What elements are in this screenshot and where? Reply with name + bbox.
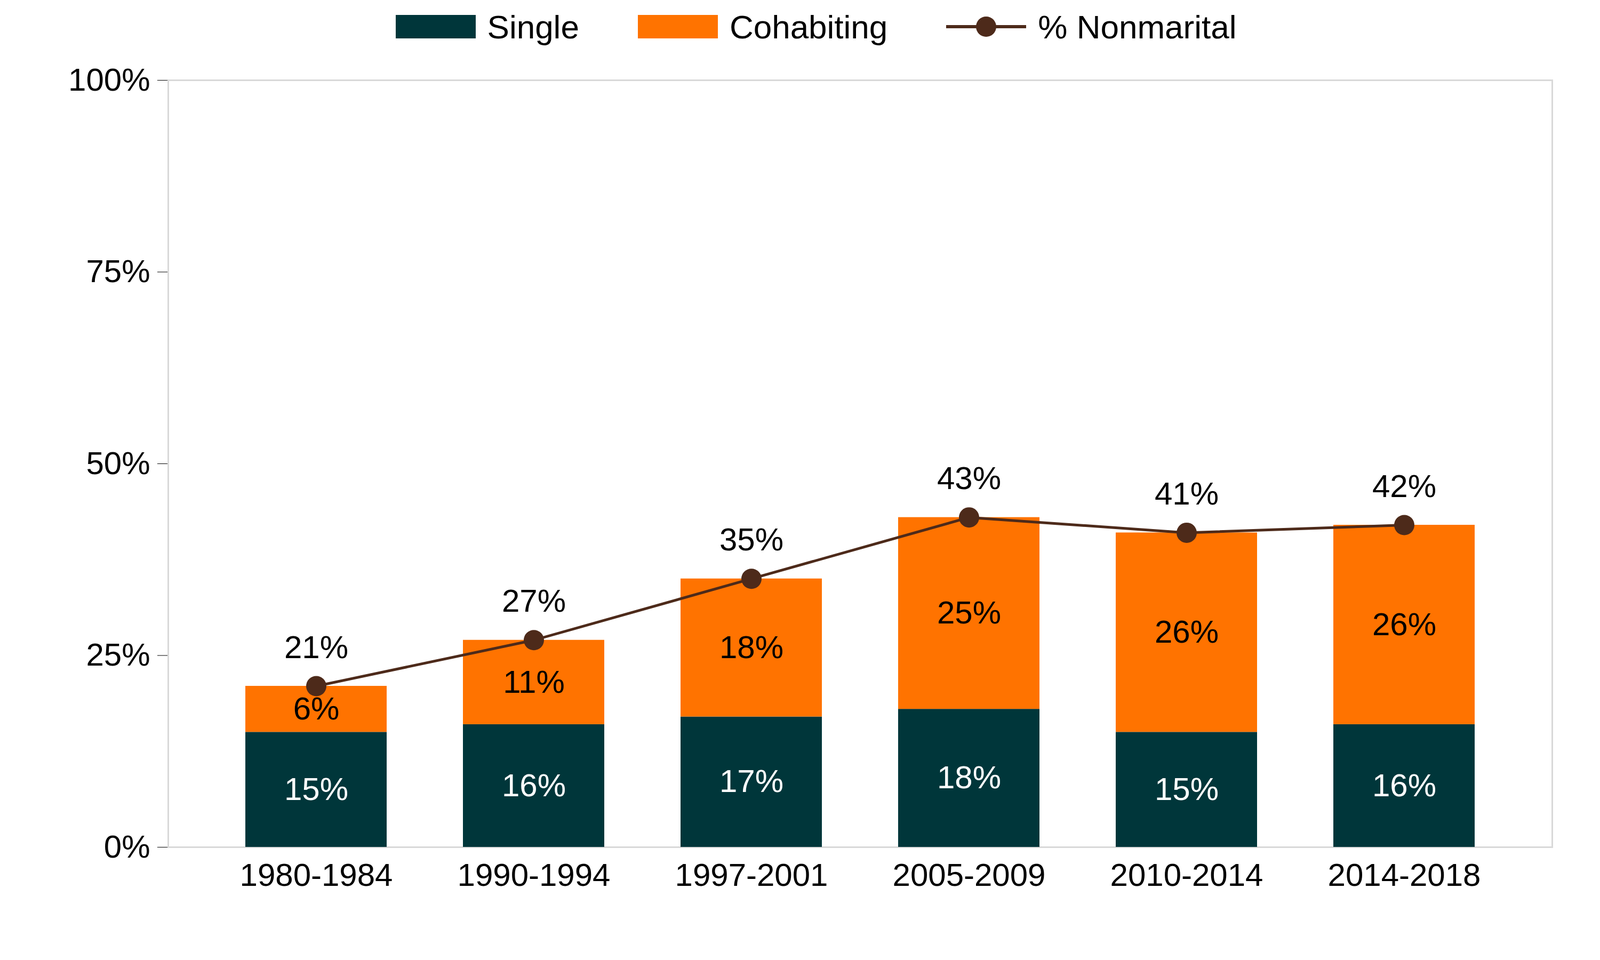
svg-text:27%: 27% bbox=[501, 582, 566, 619]
svg-text:16%: 16% bbox=[501, 767, 566, 804]
svg-text:75%: 75% bbox=[85, 253, 150, 290]
svg-text:2010-2014: 2010-2014 bbox=[1110, 857, 1264, 893]
svg-text:25%: 25% bbox=[937, 594, 1002, 631]
svg-text:1980-1984: 1980-1984 bbox=[240, 857, 394, 893]
svg-text:6%: 6% bbox=[293, 690, 340, 727]
svg-text:1990-1994: 1990-1994 bbox=[457, 857, 611, 893]
svg-text:1997-2001: 1997-2001 bbox=[675, 857, 829, 893]
svg-text:18%: 18% bbox=[719, 629, 784, 666]
html-text:Cohabiting: Cohabiting bbox=[729, 8, 888, 46]
svg-text:16%: 16% bbox=[1372, 767, 1437, 804]
svg-text:100%: 100% bbox=[68, 61, 150, 98]
svg-text:35%: 35% bbox=[719, 521, 784, 558]
svg-text:42%: 42% bbox=[1372, 468, 1437, 504]
svg-text:15%: 15% bbox=[284, 771, 349, 807]
svg-text:18%: 18% bbox=[937, 759, 1002, 796]
svg-text:11%: 11% bbox=[502, 664, 565, 700]
svg-text:2005-2009: 2005-2009 bbox=[892, 857, 1046, 893]
svg-text:50%: 50% bbox=[85, 445, 150, 482]
html-text:Single: Single bbox=[487, 8, 580, 46]
svg-text:15%: 15% bbox=[1154, 771, 1219, 807]
svg-text:25%: 25% bbox=[85, 636, 150, 673]
svg-text:2014-2018: 2014-2018 bbox=[1328, 857, 1482, 893]
svg-text:21%: 21% bbox=[284, 629, 349, 666]
svg-text:26%: 26% bbox=[1372, 606, 1437, 643]
html-text:% Nonmarital: % Nonmarital bbox=[1038, 8, 1237, 46]
svg-text:0%: 0% bbox=[104, 828, 151, 865]
svg-text:26%: 26% bbox=[1154, 613, 1219, 650]
svg-text:17%: 17% bbox=[719, 763, 784, 799]
svg-text:43%: 43% bbox=[937, 460, 1002, 496]
svg-text:41%: 41% bbox=[1154, 475, 1219, 512]
